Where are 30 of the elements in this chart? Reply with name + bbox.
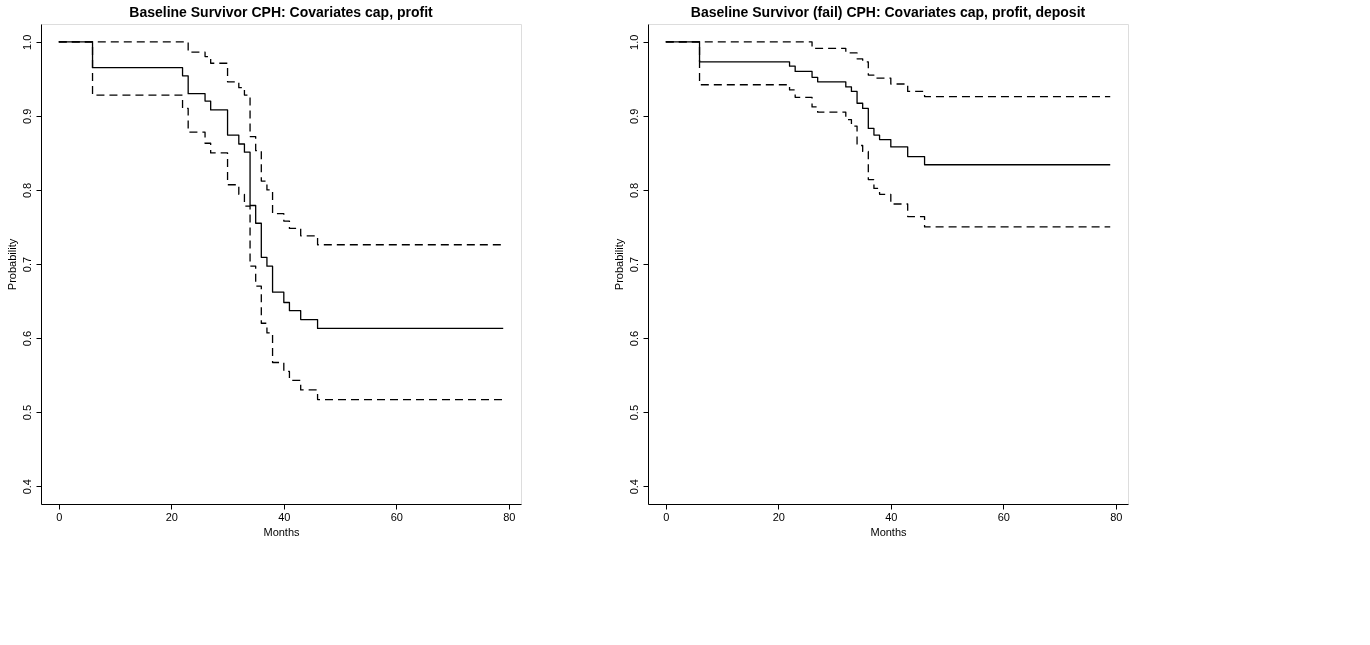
x-tick-label: 60 xyxy=(997,510,1010,523)
y-tick-label: 0.8 xyxy=(627,182,640,199)
x-tick-label: 60 xyxy=(390,510,403,523)
x-tick-label: 20 xyxy=(772,510,785,523)
x-tick-label: 0 xyxy=(663,510,670,523)
x-tick-label: 40 xyxy=(278,510,291,523)
y-tick-label: 1.0 xyxy=(627,34,640,50)
y-tick-label: 0.5 xyxy=(627,405,640,421)
y-tick-label: 0.4 xyxy=(20,479,33,495)
y-tick-label: 0.9 xyxy=(20,108,33,124)
y-tick-label: 0.7 xyxy=(627,256,640,273)
x-axis-title: Months xyxy=(870,525,908,538)
y-tick-label: 0.7 xyxy=(20,256,33,273)
x-axis-title: Months xyxy=(263,525,301,538)
x-tick-label: 20 xyxy=(165,510,178,523)
y-tick-label: 0.4 xyxy=(627,479,640,495)
y-tick-label: 0.6 xyxy=(20,330,33,347)
y-tick-label: 1.0 xyxy=(20,34,33,50)
y-tick-label: 0.6 xyxy=(627,330,640,347)
x-tick-label: 0 xyxy=(56,510,63,523)
chart-title: Baseline Survivor (fail) CPH: Covariates cap, profit, deposit xyxy=(690,4,1086,20)
x-tick-label: 80 xyxy=(1110,510,1123,523)
y-axis-title: Probability xyxy=(5,238,18,291)
x-tick-label: 40 xyxy=(885,510,898,523)
x-tick-label: 80 xyxy=(503,510,516,523)
y-tick-label: 0.5 xyxy=(20,405,33,421)
y-tick-label: 0.9 xyxy=(627,108,640,124)
y-axis-title: Probability xyxy=(612,238,625,291)
chart-title: Baseline Survivor CPH: Covariates cap, profit xyxy=(129,4,434,20)
y-tick-label: 0.8 xyxy=(20,182,33,199)
